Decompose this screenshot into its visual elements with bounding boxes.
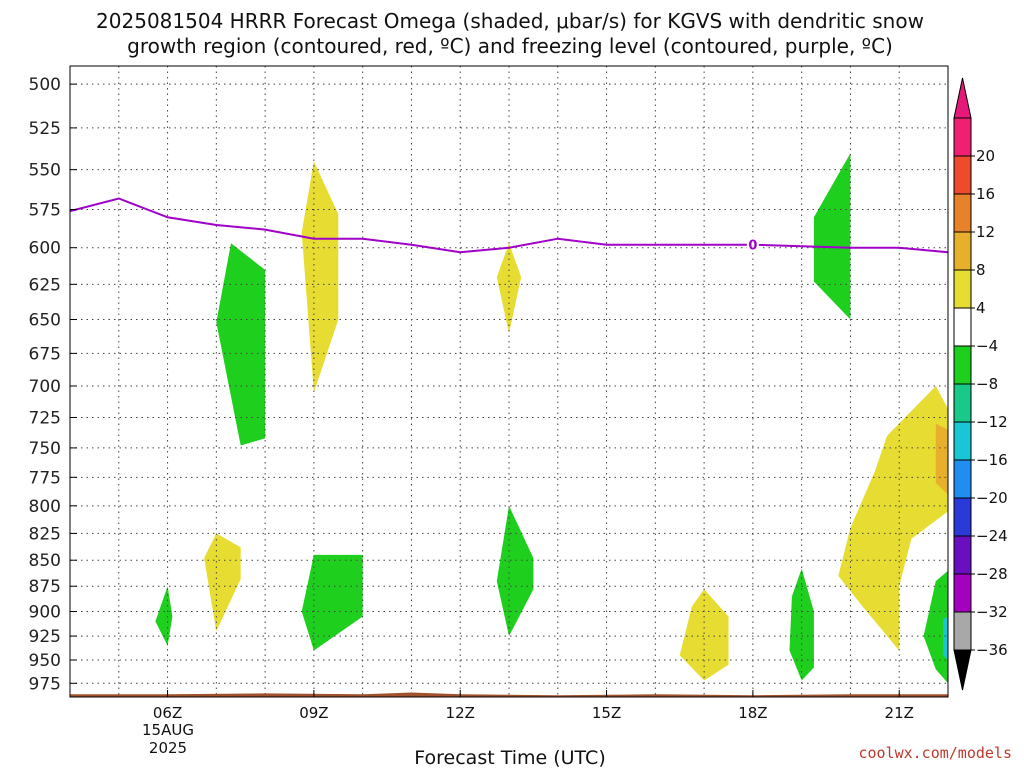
y-tick-label: 650 (29, 311, 61, 331)
y-tick-label: 875 (29, 577, 61, 597)
colorbar-tick-label: 16 (976, 185, 995, 203)
x-tick-label: 18Z (738, 704, 767, 722)
colorbar-segment (953, 307, 972, 347)
y-tick-label: 950 (29, 651, 61, 671)
omega-region (204, 533, 241, 632)
y-tick-label: 625 (29, 275, 61, 295)
y-axis-ticks: 500 525 550 575 600 625 650 675 700 725 750 775 800 8… (29, 75, 77, 694)
x-date-label-line-2: 2025 (149, 739, 187, 757)
colorbar-tick-label: −4 (976, 337, 998, 355)
y-tick-label: 825 (29, 524, 61, 544)
omega-region (496, 505, 534, 637)
colorbar-tick-label: −32 (976, 603, 1008, 621)
omega-region (943, 616, 948, 660)
y-tick-label: 675 (29, 344, 61, 364)
freezing-label-background (746, 236, 759, 252)
colorbar-tick-label: −24 (976, 527, 1008, 545)
colorbar-tick-label: −36 (976, 641, 1008, 659)
y-tick-label: 600 (29, 239, 61, 259)
colorbar-segment (953, 155, 972, 195)
y-tick-label: 925 (29, 627, 61, 647)
colorbar-tick-label: −8 (976, 375, 998, 393)
colorbar-segment (953, 269, 972, 309)
omega-region (216, 243, 266, 446)
plot-frame (69, 65, 949, 698)
terrain-surface (70, 692, 948, 697)
chart-title-line-2: growth region (contoured, red, ºC) and f… (127, 34, 893, 58)
colorbar-above-triangle (953, 77, 972, 119)
x-tick-label: 09Z (299, 704, 328, 722)
x-tick-label: 15Z (592, 704, 621, 722)
freezing-level-line (69, 197, 949, 254)
x-date-label-line-1: 15AUG (142, 721, 194, 739)
colorbar-segment (953, 535, 972, 575)
y-tick-label: 725 (29, 408, 61, 428)
colorbar-tick-label: −20 (976, 489, 1008, 507)
colorbar: −36 −32 −28 −24 −20 −16 −12 −8 −4 4 8 12 16 20 (953, 77, 1008, 691)
colorbar-segment (953, 193, 972, 233)
freezing-level-contour: 0 (69, 197, 949, 254)
omega-region (301, 161, 339, 393)
x-axis-label: Forecast Time (UTC) (414, 747, 605, 768)
omega-region (923, 570, 948, 684)
y-tick-label: 525 (29, 119, 61, 139)
omega-region (838, 386, 948, 651)
x-tick-label: 06Z (153, 704, 182, 722)
colorbar-segment (953, 231, 972, 271)
terrain-fill (70, 692, 948, 697)
y-tick-label: 750 (29, 439, 61, 459)
colorbar-segment (953, 459, 972, 499)
colorbar-segment (953, 573, 972, 613)
x-tick-label: 21Z (885, 704, 914, 722)
omega-region (301, 554, 363, 651)
omega-shaded-regions (155, 153, 948, 684)
omega-region (496, 243, 522, 334)
plot-area: 0 (69, 65, 949, 698)
freezing-level-label: 0 (748, 239, 757, 254)
y-tick-label: 975 (29, 674, 61, 694)
colorbar-tick-label: 4 (976, 299, 986, 317)
omega-region (155, 586, 173, 646)
y-tick-label: 700 (29, 377, 61, 397)
omega-region (935, 423, 948, 495)
colorbar-segment (953, 611, 972, 651)
colorbar-tick-label: −12 (976, 413, 1008, 431)
y-tick-label: 800 (29, 497, 61, 517)
omega-region (679, 589, 729, 681)
colorbar-segment (953, 345, 972, 385)
colorbar-tick-label: −16 (976, 451, 1008, 469)
grid-lines (69, 66, 949, 697)
colorbar-segment (953, 117, 972, 157)
omega-region (789, 568, 814, 681)
y-tick-label: 550 (29, 161, 61, 181)
y-tick-label: 850 (29, 551, 61, 571)
colorbar-segment (953, 383, 972, 423)
colorbar-tick-label: 20 (976, 147, 995, 165)
credit-text: coolwx.com/models (858, 744, 1012, 762)
colorbar-segment (953, 421, 972, 461)
x-axis-ticks: 06Z 09Z 12Z 15Z 18Z 21Z (153, 690, 914, 722)
y-tick-label: 500 (29, 75, 61, 95)
colorbar-tick-label: 12 (976, 223, 995, 241)
colorbar-below-triangle (953, 649, 972, 691)
omega-region (813, 153, 851, 320)
colorbar-segment (953, 497, 972, 537)
colorbar-tick-label: −28 (976, 565, 1008, 583)
y-tick-label: 775 (29, 468, 61, 488)
y-tick-label: 575 (29, 201, 61, 221)
x-tick-label: 12Z (446, 704, 475, 722)
y-tick-label: 900 (29, 602, 61, 622)
colorbar-tick-label: 8 (976, 261, 986, 279)
chart-title-line-1: 2025081504 HRRR Forecast Omega (shaded, … (96, 9, 924, 33)
